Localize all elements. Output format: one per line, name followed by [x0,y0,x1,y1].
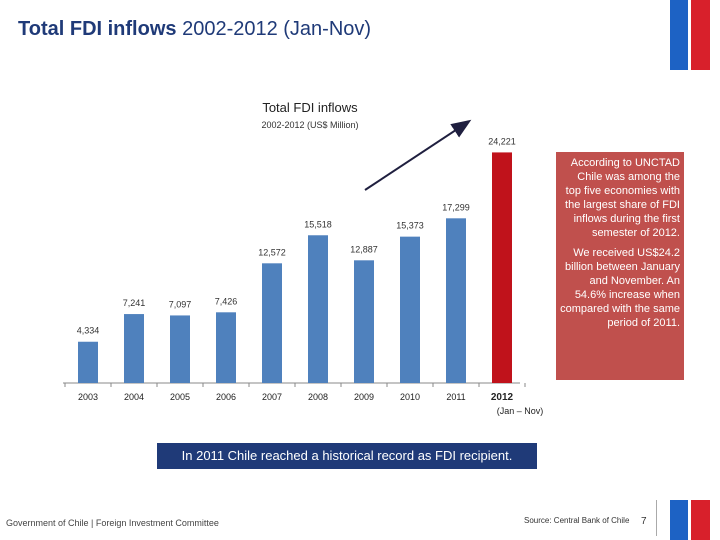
flag-blue-stripe [670,500,690,540]
category-label-2007: 2007 [262,392,282,402]
page-number: 7 [641,516,647,527]
bar-2011 [446,218,466,383]
value-label-2010: 15,373 [396,221,424,231]
flag-red-stripe [690,0,710,70]
bar-2006 [216,312,236,383]
bar-2003 [78,341,98,383]
value-label-2007: 12,572 [258,247,286,257]
value-label-2012: 24,221 [488,136,516,146]
bar-2008 [308,235,328,383]
page-title-rest: 2002-2012 (Jan-Nov) [176,18,372,40]
value-label-2011: 17,299 [442,202,470,212]
category-label-2009: 2009 [354,392,374,402]
value-label-2003: 4,334 [77,326,100,336]
note-paragraph-unctad: According to UNCTAD Chile was among the … [565,157,680,239]
bar-2005 [170,315,190,383]
page-title-bold: Total FDI inflows [18,18,177,40]
category-sublabel-2012: (Jan – Nov) [497,406,544,416]
bar-2010 [400,236,420,383]
chart-title: Total FDI inflows [262,100,358,115]
value-label-2004: 7,241 [123,298,146,308]
flag-red-stripe [690,500,710,540]
bar-2004 [124,314,144,383]
category-label-2006: 2006 [216,392,236,402]
flag-white-stripe [688,0,691,70]
flag-white-stripe [688,500,691,540]
category-label-2012: 2012 [491,392,514,403]
bar-2007 [262,263,282,383]
record-banner: In 2011 Chile reached a historical recor… [157,443,537,469]
category-label-2003: 2003 [78,392,98,402]
value-label-2006: 7,426 [215,296,238,306]
note-box: According to UNCTAD Chile was among the … [556,152,684,380]
footer-source: Source: Central Bank of Chile [524,516,630,525]
chart-subtitle: 2002-2012 (US$ Million) [261,120,358,130]
bar-2009 [354,260,374,383]
value-label-2005: 7,097 [169,299,192,309]
flag-decoration-bottom [670,500,710,540]
category-label-2010: 2010 [400,392,420,402]
footer-divider [656,500,657,536]
category-label-2008: 2008 [308,392,328,402]
footer-organization: Government of Chile | Foreign Investment… [6,518,219,528]
trend-arrow [364,119,472,191]
value-label-2008: 15,518 [304,219,332,229]
bar-2012 [492,152,512,383]
flag-decoration-top [670,0,710,70]
flag-blue-stripe [670,0,690,70]
value-label-2009: 12,887 [350,244,378,254]
page-title: Total FDI inflows 2002-2012 (Jan-Nov) [18,18,371,41]
category-label-2011: 2011 [446,392,465,402]
note-paragraph-received: We received US$24.2 billion between Janu… [560,247,680,329]
category-label-2004: 2004 [124,392,144,402]
category-label-2005: 2005 [170,392,190,402]
